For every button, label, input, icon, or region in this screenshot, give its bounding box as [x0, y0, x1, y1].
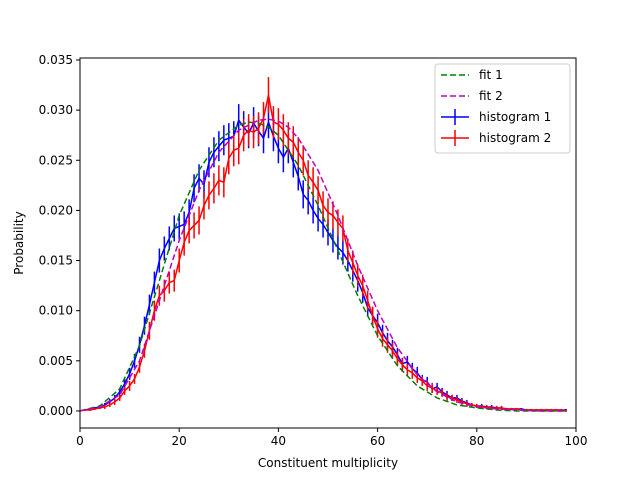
y-tick-label: 0.035	[39, 53, 73, 67]
legend: fit 1 fit 2 histogram 1 histogram 2	[434, 63, 571, 154]
y-tick-label: 0.000	[39, 404, 73, 418]
x-tick-label: 40	[271, 434, 286, 448]
plot-frame	[79, 57, 577, 429]
fit-line-fit-2	[80, 118, 567, 412]
series-layer	[80, 77, 567, 412]
fit-line-fit-1	[80, 121, 567, 412]
legend-label: histogram 1	[479, 110, 551, 124]
x-tick-label: 100	[565, 434, 588, 448]
y-tick-label: 0.025	[39, 153, 73, 167]
x-tick-label: 80	[469, 434, 484, 448]
series-line	[84, 94, 567, 412]
y-axis: 0.000 0.005 0.010 0.015 0.020 0.025 0.030 0.035	[39, 53, 80, 418]
x-tick-label: 60	[370, 434, 385, 448]
y-tick-label: 0.020	[39, 203, 73, 217]
x-axis: 0 20 40 60 80 100	[76, 428, 587, 448]
x-axis-label: Constituent multiplicity	[258, 456, 398, 470]
x-tick-label: 0	[76, 434, 84, 448]
legend-label: histogram 2	[479, 131, 551, 145]
y-tick-label: 0.030	[39, 103, 73, 117]
y-tick-label: 0.010	[39, 304, 73, 318]
y-tick-label: 0.005	[39, 354, 73, 368]
x-tick-label: 20	[172, 434, 187, 448]
legend-label: fit 1	[479, 68, 503, 82]
legend-box	[434, 63, 571, 154]
legend-label: fit 2	[479, 89, 503, 103]
y-axis-label: Probability	[12, 211, 26, 274]
y-tick-label: 0.015	[39, 254, 73, 268]
